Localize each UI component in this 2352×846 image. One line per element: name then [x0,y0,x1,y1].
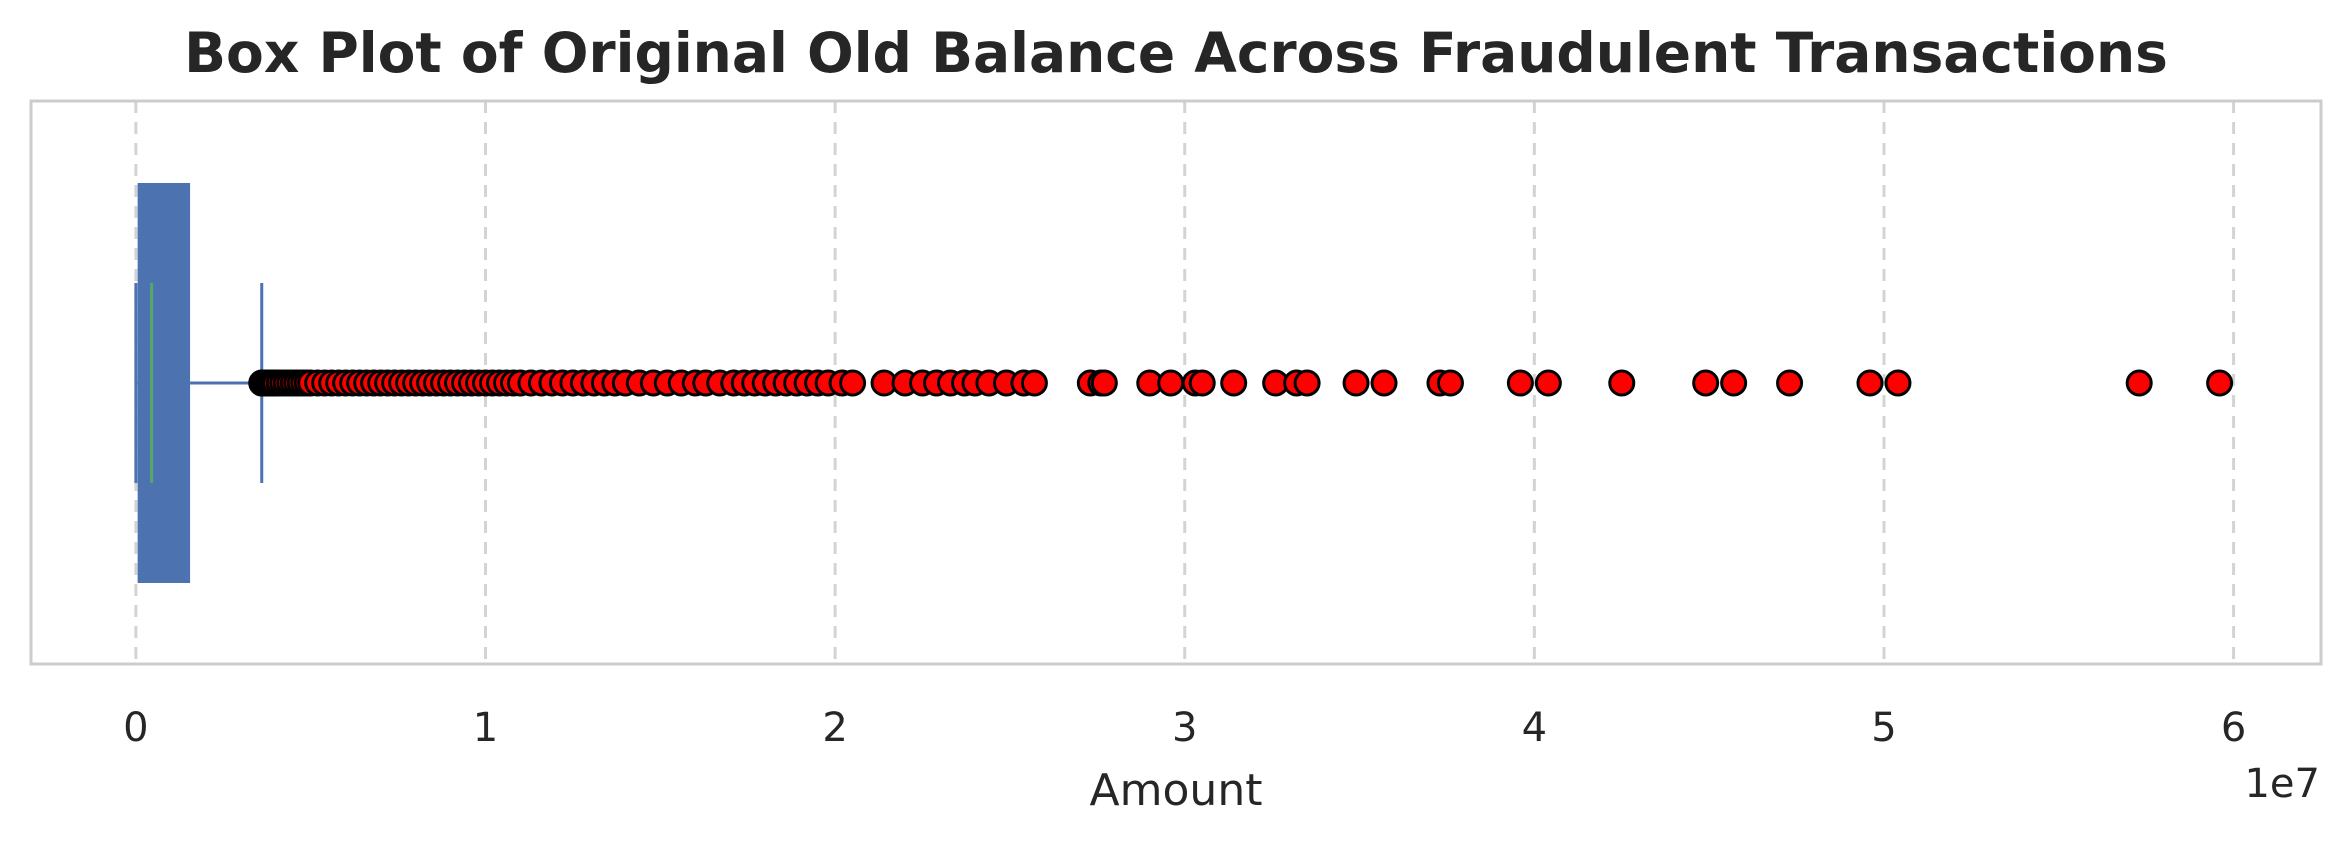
outlier-point [1608,369,1636,397]
x-tick-label: 0 [123,705,148,751]
outlier-point [1506,369,1534,397]
box-group [134,183,264,583]
iqr-box [137,183,191,583]
outlier-point [1884,369,1912,397]
plot-frame [29,99,2323,666]
outlier-point [1692,369,1720,397]
outlier-point [839,369,867,397]
x-tick-label: 4 [1522,705,1547,751]
outlier-point [1157,369,1185,397]
outlier-point [1220,369,1248,397]
x-tick-label: 2 [822,705,847,751]
outlier-point [1188,369,1216,397]
outlier-points [248,369,2234,397]
outlier-point [1370,369,1398,397]
outlier-point [1342,369,1370,397]
outlier-point [2206,369,2234,397]
x-tick-label: 3 [1172,705,1197,751]
x-tick-label: 6 [2221,705,2246,751]
x-tick-label: 5 [1871,705,1896,751]
outlier-point [1856,369,1884,397]
outlier-point [1020,369,1048,397]
outlier-point [2125,369,2153,397]
outlier-point [1436,369,1464,397]
outlier-point [1776,369,1804,397]
outlier-point [1720,369,1748,397]
x-tick-labels: 0 1 2 3 4 5 6 [123,705,2246,751]
x-axis-label: Amount [1090,765,1263,816]
outlier-point [1534,369,1562,397]
outlier-point [1293,369,1321,397]
chart-title: Box Plot of Original Old Balance Across … [184,21,2168,85]
x-tick-label: 1 [473,705,498,751]
outlier-point [1090,369,1118,397]
x-offset-label: 1e7 [2244,761,2320,807]
